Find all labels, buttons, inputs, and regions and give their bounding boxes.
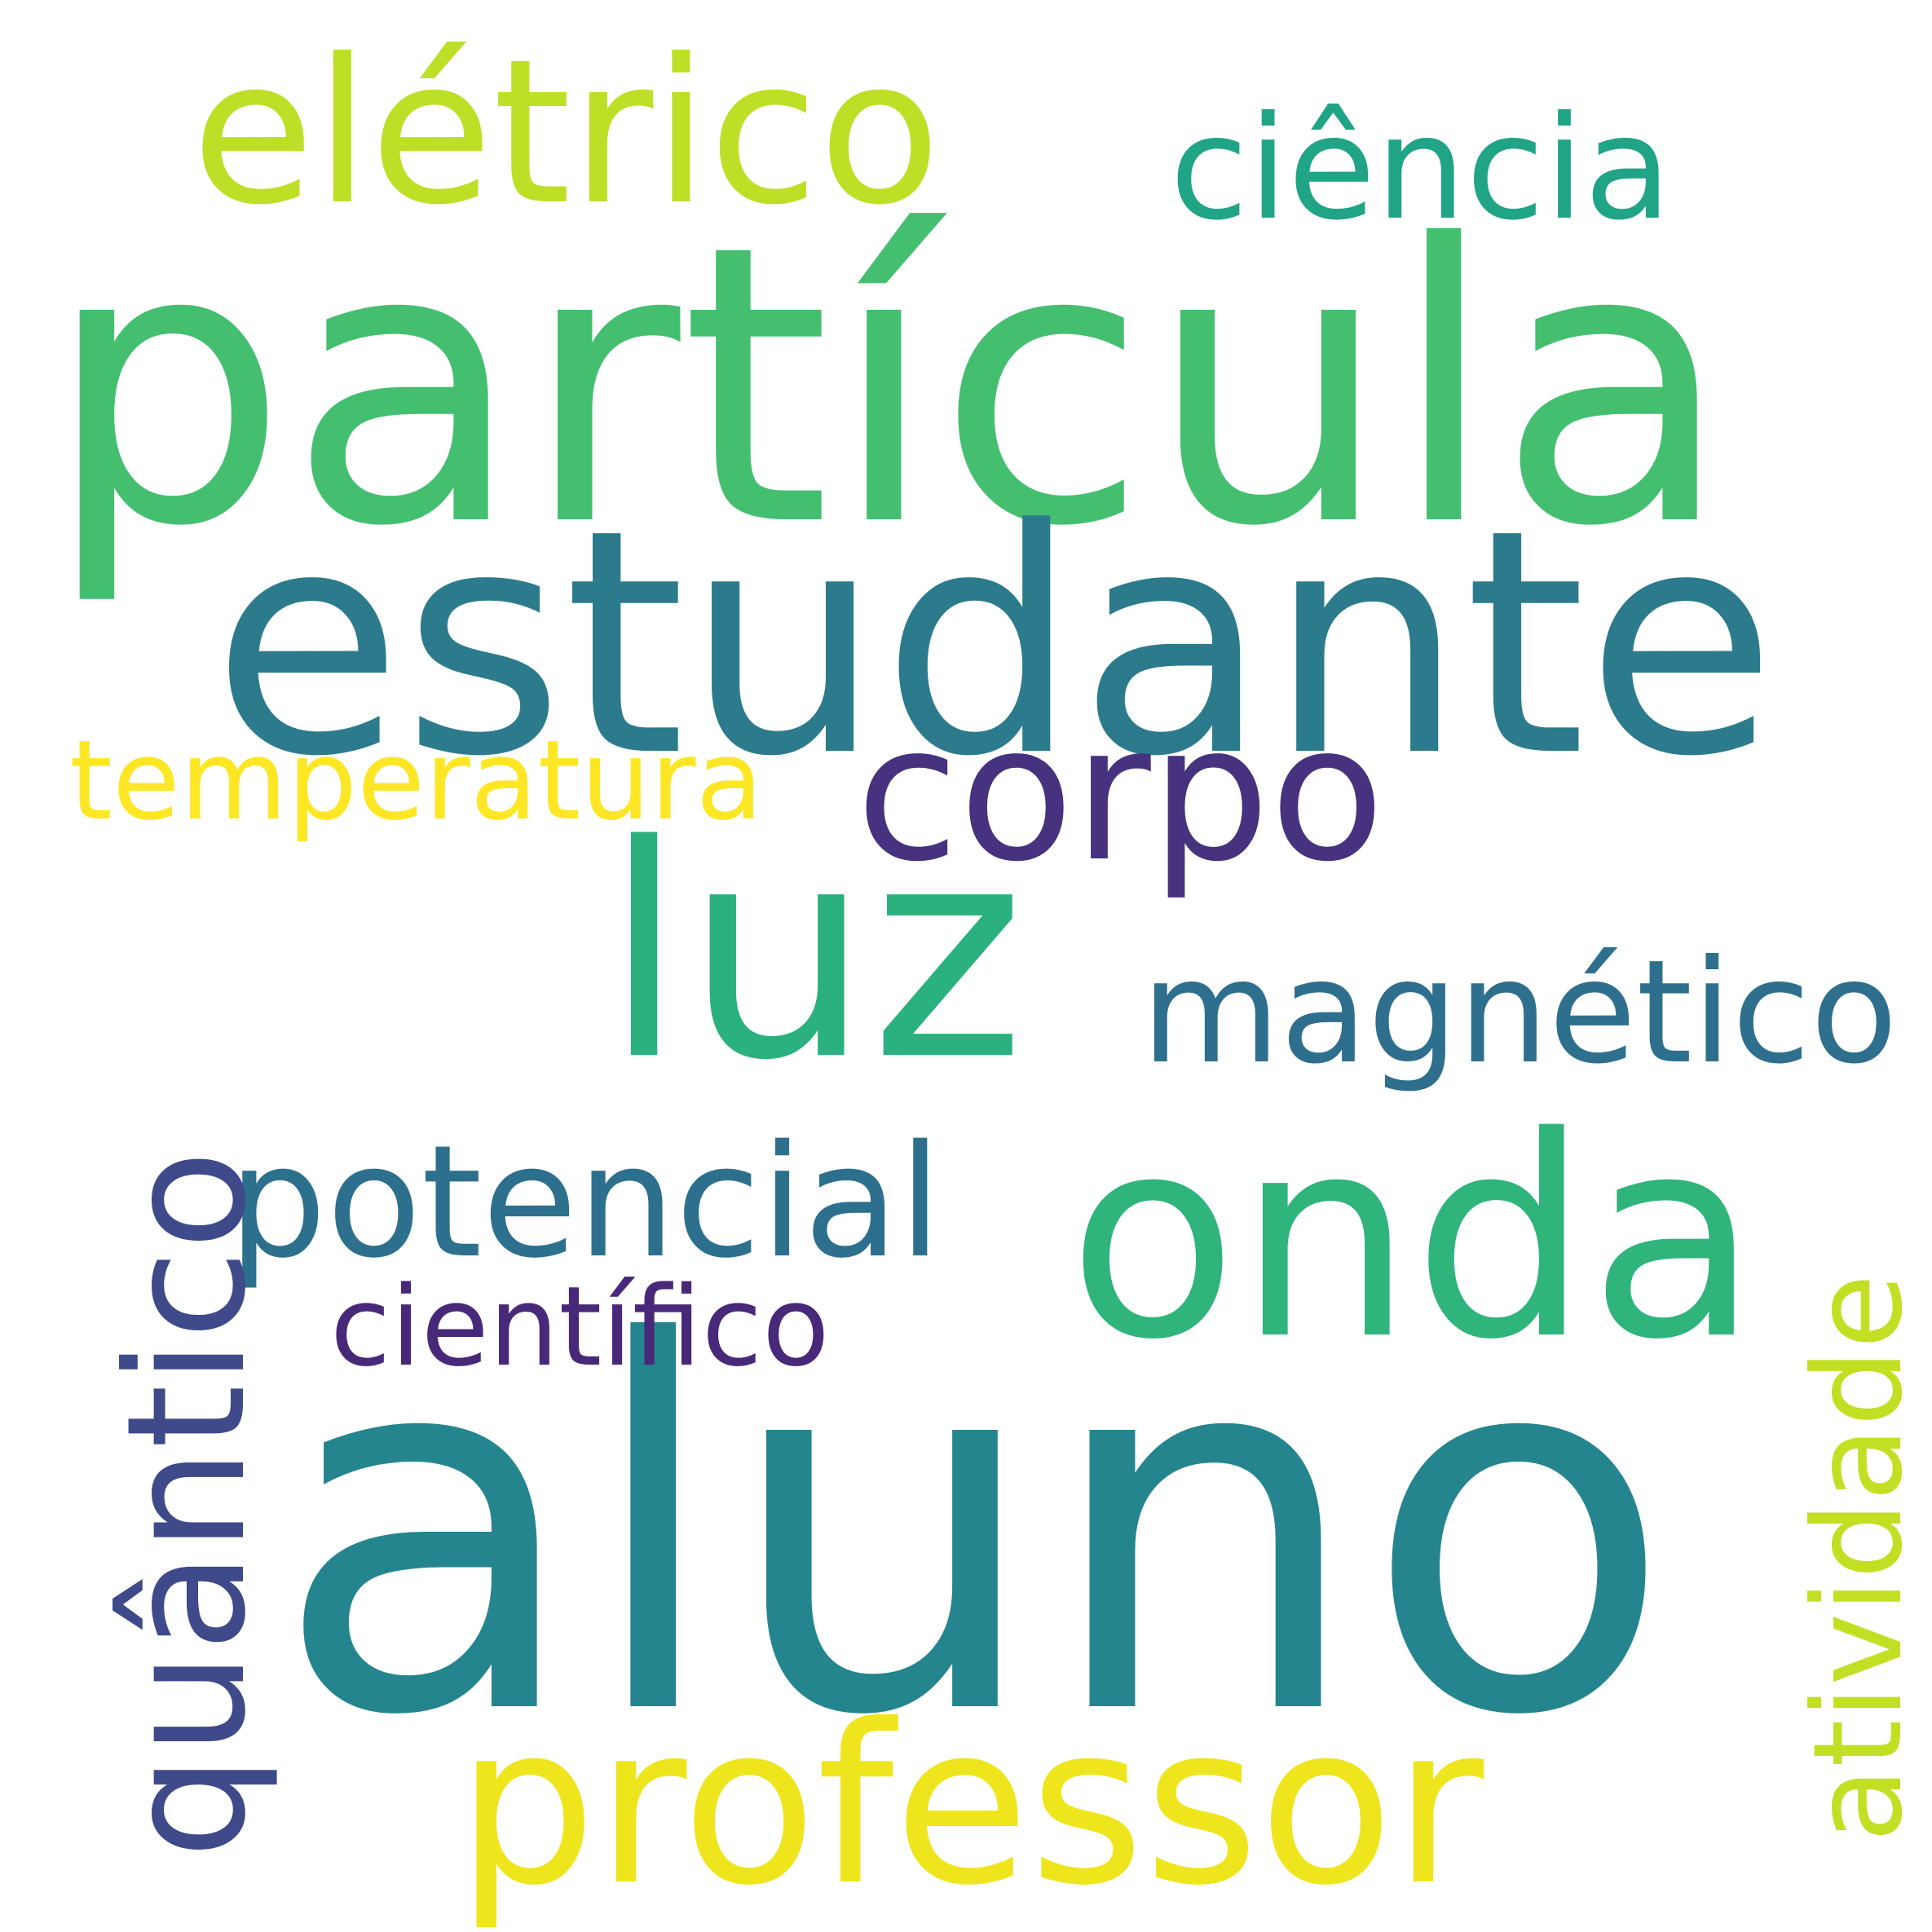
word-particula: partícula bbox=[45, 164, 1732, 610]
word-onda: onda bbox=[1068, 1078, 1759, 1400]
word-ciencia: ciência bbox=[1170, 86, 1672, 252]
word-aluno: aluno bbox=[273, 1238, 1674, 1826]
word-atividade: atividade bbox=[1788, 1273, 1930, 1843]
word-eletrico: elétrico bbox=[192, 16, 941, 249]
word-cientifico: científico bbox=[330, 1263, 830, 1391]
word-quantico: quântico bbox=[92, 1149, 282, 1859]
word-estudante: estudante bbox=[212, 463, 1777, 824]
word-potencial: potencial bbox=[228, 1112, 942, 1292]
word-magnetico: magnético bbox=[1141, 930, 1898, 1096]
word-professor: professor bbox=[457, 1677, 1484, 1932]
word-corpo: corpo bbox=[856, 686, 1385, 903]
word-luz: luz bbox=[603, 783, 1026, 1124]
word-temperatura: temperatura bbox=[69, 717, 764, 845]
